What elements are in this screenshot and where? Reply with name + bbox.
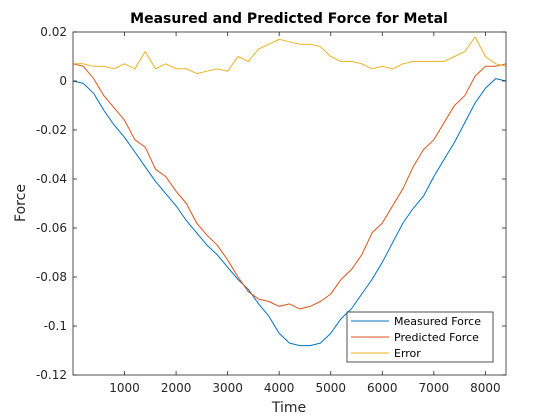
plot-area-border bbox=[72, 31, 507, 376]
chart-title: Measured and Predicted Force for Metal bbox=[130, 11, 448, 27]
legend-label-error: Error bbox=[394, 347, 421, 360]
x-axis-ticks: 1000 2000 3000 4000 5000 6000 7000 8000 bbox=[109, 32, 501, 395]
x-tick-label: 5000 bbox=[315, 381, 346, 395]
y-tick-label: 0 bbox=[59, 74, 67, 88]
x-tick-label: 4000 bbox=[264, 381, 295, 395]
legend-label-predicted-force: Predicted Force bbox=[394, 331, 479, 344]
y-axis-ticks: 0.02 0 -0.02 -0.04 -0.06 -0.08 -0.1 -0.12 bbox=[36, 25, 506, 382]
y-tick-label: -0.08 bbox=[36, 270, 67, 284]
legend-label-measured-force: Measured Force bbox=[394, 315, 481, 328]
series-line-error bbox=[73, 36, 507, 75]
y-tick-label: -0.06 bbox=[36, 221, 67, 235]
y-axis-label: Force bbox=[13, 184, 29, 222]
y-tick-label: -0.04 bbox=[36, 172, 67, 186]
plot-lines bbox=[72, 36, 507, 347]
series-line-predicted-force bbox=[72, 63, 507, 310]
x-axis-label: Time bbox=[271, 400, 306, 416]
legend: Measured Force Predicted Force Error bbox=[346, 311, 494, 363]
x-tick-label: 8000 bbox=[470, 381, 501, 395]
y-tick-label: -0.02 bbox=[36, 123, 67, 137]
x-tick-label: 6000 bbox=[367, 381, 398, 395]
y-tick-label: -0.1 bbox=[44, 319, 67, 333]
series-line-measured-force bbox=[72, 78, 507, 347]
y-tick-label: 0.02 bbox=[40, 25, 67, 39]
x-tick-label: 1000 bbox=[109, 381, 140, 395]
x-tick-label: 2000 bbox=[161, 381, 192, 395]
x-tick-label: 3000 bbox=[212, 381, 243, 395]
x-tick-label: 7000 bbox=[419, 381, 450, 395]
y-tick-label: -0.12 bbox=[36, 368, 67, 382]
